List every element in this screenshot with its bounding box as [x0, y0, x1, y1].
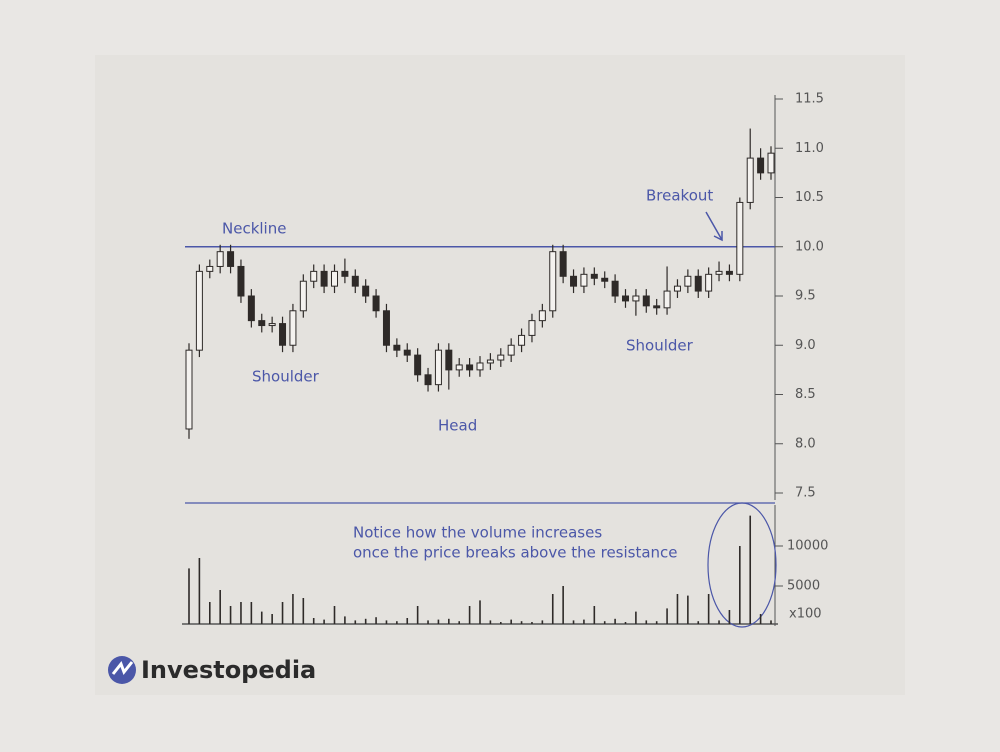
candle-body: [455, 364, 463, 371]
candle-body: [310, 270, 318, 282]
candle-body: [653, 305, 661, 309]
candle-body: [216, 251, 224, 267]
y-tick-label: 8.0: [795, 436, 816, 451]
logo-mark: [111, 661, 134, 675]
note: once the price breaks above the resistan…: [353, 544, 678, 562]
candle-body: [663, 290, 671, 309]
candle-body: [445, 349, 453, 371]
y-tick-label: 9.0: [795, 338, 816, 353]
candle-body: [632, 295, 640, 302]
candle-body: [331, 270, 338, 287]
breakout-arrow: [705, 211, 723, 241]
neckline-label: Neckline: [222, 220, 286, 238]
candle-body: [414, 354, 422, 376]
annotation: Shoulder: [252, 368, 320, 386]
candle-body: [725, 270, 733, 275]
candle-body: [268, 323, 276, 327]
note: Notice how the volume increases: [353, 524, 602, 542]
paper: [95, 55, 905, 695]
candle-body: [538, 310, 546, 322]
candle-body: [424, 374, 432, 386]
y2-tick-label: 10000: [787, 539, 828, 554]
candle-body: [237, 265, 245, 297]
y-tick-label: 11.5: [795, 92, 824, 107]
candle-body: [673, 285, 681, 292]
candle-body: [497, 354, 505, 361]
candle-body: [351, 275, 359, 287]
candle-body: [476, 362, 484, 371]
candle-body: [466, 364, 474, 371]
candle-body: [757, 157, 765, 174]
candle-body: [206, 265, 214, 272]
y-tick-label: 7.5: [795, 486, 816, 501]
candle-body: [403, 349, 411, 356]
annotation: Breakout: [646, 187, 713, 205]
y-tick-label: 8.5: [795, 387, 816, 402]
annotation: Head: [438, 417, 477, 435]
volume-unit: x100: [789, 607, 822, 622]
candle-body: [372, 295, 380, 312]
y-tick-label: 10.0: [795, 239, 824, 254]
candle-body: [715, 270, 723, 275]
candle-body: [486, 359, 494, 364]
annotation: Shoulder: [626, 337, 694, 355]
candle-body: [382, 310, 390, 346]
candle-body: [320, 270, 328, 287]
candle-body: [289, 310, 297, 346]
candle-body: [299, 280, 307, 312]
candle-body: [434, 349, 442, 386]
candle-body: [279, 323, 287, 346]
candle-body: [227, 251, 235, 267]
candle-body: [247, 295, 255, 322]
y-tick-label: 10.5: [795, 190, 824, 205]
candle-body: [341, 270, 349, 277]
candle-body: [736, 201, 744, 275]
candle-body: [528, 320, 536, 336]
candle-body: [705, 273, 713, 292]
candle-body: [746, 157, 754, 203]
candle-body: [611, 280, 619, 297]
y2-tick-label: 5000: [787, 579, 820, 594]
candle-body: [559, 251, 567, 277]
candle-body: [549, 251, 557, 312]
candle-body: [580, 273, 588, 287]
candle-body: [694, 275, 702, 292]
candle-body: [195, 270, 203, 351]
candle-body: [393, 344, 401, 351]
candle-body: [590, 273, 598, 279]
logo-text: Investopedia: [141, 656, 316, 684]
y-tick-label: 11.0: [795, 141, 824, 156]
highlight-ellipse: [707, 502, 777, 628]
candle-body: [258, 320, 266, 327]
candle-body: [767, 152, 775, 174]
candle-body: [601, 277, 609, 282]
candle-body: [642, 295, 650, 307]
candle-body: [570, 275, 578, 287]
arrow-head: [713, 231, 723, 242]
candle-body: [507, 344, 515, 356]
candle-body: [518, 334, 526, 346]
logo: Investopedia: [108, 656, 316, 684]
candle-body: [622, 295, 629, 302]
y-tick-label: 9.5: [795, 289, 816, 304]
candle-body: [362, 285, 370, 297]
candle-body: [185, 349, 193, 430]
candle-body: [684, 275, 692, 287]
